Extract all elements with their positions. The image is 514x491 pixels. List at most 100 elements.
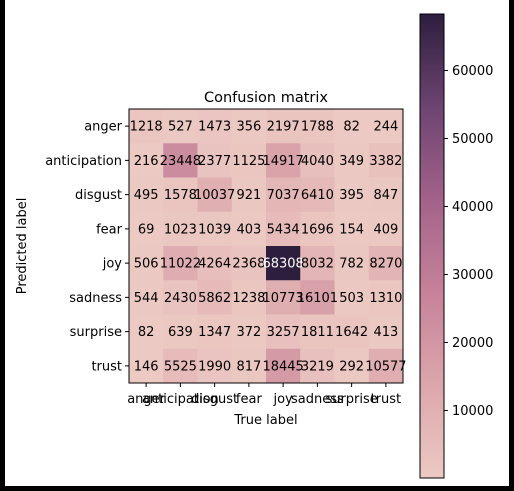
heatmap-frame (128, 108, 404, 384)
cell-value-label: 11022 (160, 257, 201, 272)
x-tick-label: sadness (291, 392, 344, 407)
cell-value-label: 1578 (164, 188, 197, 203)
chart-title: Confusion matrix (204, 90, 328, 106)
cell-value-label: 216 (134, 154, 159, 169)
heatmap-cell (334, 348, 370, 384)
y-tick-label: sadness (69, 291, 122, 306)
heatmap-cell (197, 109, 233, 144)
cell-value-label: 23448 (160, 154, 201, 169)
y-tick-label: trust (91, 359, 122, 374)
cell-value-label: 3382 (369, 154, 402, 169)
heatmap-cell (334, 143, 370, 178)
heatmap-cell (368, 109, 404, 144)
cell-value-label: 782 (339, 257, 364, 272)
cell-value-label: 82 (343, 120, 360, 135)
cell-value-label: 10037 (194, 188, 235, 203)
heatmap-cell (266, 211, 301, 247)
heatmap-cell (197, 143, 233, 178)
cell-value-label: 1238 (232, 291, 265, 306)
heatmap-cell (197, 280, 233, 315)
heatmap-cell (300, 109, 335, 144)
x-tick-label: anger (127, 392, 165, 407)
x-tick-label: joy (272, 392, 293, 407)
cell-value-label: 146 (134, 359, 159, 374)
cell-value-label: 18445 (262, 359, 303, 374)
cell-value-label: 8032 (301, 257, 334, 272)
heatmap-cell (129, 211, 164, 247)
y-tick-label: anger (84, 120, 122, 135)
heatmap-cell (266, 348, 301, 384)
cell-value-label: 4040 (301, 154, 334, 169)
figure: Confusion matrix 1218 527 1473 356 2197 1788 8… (5, 0, 509, 486)
cell-value-label: 68308 (262, 257, 303, 272)
heatmap-cell (231, 211, 267, 247)
heatmap-cell (231, 280, 267, 315)
heatmap-cell (163, 348, 198, 384)
cell-value-label: 1039 (198, 222, 231, 237)
colorbar-tick-label: 60000 (452, 64, 493, 79)
heatmap-cell (197, 246, 233, 281)
cell-value-label: 403 (236, 222, 261, 237)
heatmap-cell (266, 246, 301, 281)
cell-value-label: 3219 (301, 359, 334, 374)
heatmap-cell (334, 109, 370, 144)
heatmap-cell (129, 177, 164, 213)
colorbar-tick-label: 10000 (452, 404, 493, 419)
heatmap-cell (129, 280, 164, 315)
heatmap-cell (300, 280, 335, 315)
cell-value-label: 495 (134, 188, 159, 203)
cell-value-label: 506 (134, 257, 159, 272)
cell-value-label: 395 (339, 188, 364, 203)
heatmap-cell (197, 348, 233, 384)
cell-value-label: 3257 (267, 325, 300, 340)
cell-value-label: 409 (373, 222, 398, 237)
cell-value-label: 2430 (164, 291, 197, 306)
heatmap-cell (334, 246, 370, 281)
colorbar-tick-label: 50000 (452, 132, 493, 147)
x-tick-label: trust (371, 392, 402, 407)
cell-value-label: 921 (236, 188, 261, 203)
cell-value-label: 1696 (301, 222, 334, 237)
cell-value-label: 8270 (369, 257, 402, 272)
heatmap-cell (231, 109, 267, 144)
cell-value-label: 413 (373, 325, 398, 340)
y-tick-label: joy (102, 257, 123, 272)
cell-value-label: 1990 (198, 359, 231, 374)
cell-value-label: 292 (339, 359, 364, 374)
heatmap-cell (266, 314, 301, 350)
colorbar-ticks: 10000 20000 30000 40000 50000 60000 (444, 64, 493, 419)
cell-value-label: 1473 (198, 120, 231, 135)
colorbar-tick-label: 30000 (452, 268, 493, 283)
heatmap-cell (129, 246, 164, 281)
cell-value-label: 349 (339, 154, 364, 169)
colorbar-tick-label: 20000 (452, 336, 493, 351)
heatmap-cells (129, 109, 404, 384)
x-tick-label: fear (236, 392, 263, 407)
heatmap-cell (368, 211, 404, 247)
cell-value-label: 1125 (232, 154, 265, 169)
heatmap-cell (300, 211, 335, 247)
y-axis-ticks: anger anticipation disgust fear joy sadness su… (45, 120, 129, 374)
x-axis-label: True label (233, 413, 297, 428)
cell-value-label: 817 (236, 359, 261, 374)
heatmap-cell (163, 280, 198, 315)
cell-value-label: 2368 (232, 257, 265, 272)
cell-value-label: 154 (339, 222, 364, 237)
heatmap-cell (231, 143, 267, 178)
heatmap-cell (368, 314, 404, 350)
heatmap-cell (231, 177, 267, 213)
cell-value-label: 639 (168, 325, 193, 340)
heatmap-cell (300, 143, 335, 178)
cell-value-label: 1310 (369, 291, 402, 306)
heatmap-cell (163, 246, 198, 281)
heatmap-cell (231, 314, 267, 350)
heatmap-cell (163, 143, 198, 178)
heatmap-cell (368, 177, 404, 213)
x-tick-label: anticipation (142, 392, 219, 407)
cell-value-label: 1788 (301, 120, 334, 135)
heatmap-cell (266, 280, 301, 315)
cell-value-label: 7037 (267, 188, 300, 203)
cell-value-label: 10577 (365, 359, 406, 374)
heatmap-cell (368, 348, 404, 384)
heatmap-cell (163, 109, 198, 144)
